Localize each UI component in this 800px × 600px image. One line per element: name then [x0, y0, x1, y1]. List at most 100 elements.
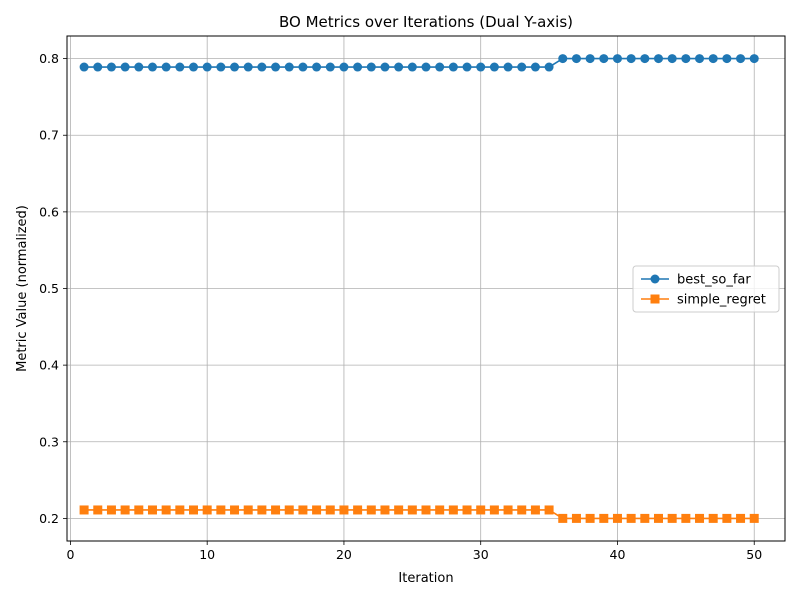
simple-regret-point	[257, 505, 267, 515]
simple-regret-point	[298, 505, 308, 515]
best-so-far-point	[79, 62, 89, 72]
best-so-far-point	[626, 54, 636, 64]
simple-regret-point	[106, 505, 116, 515]
best-so-far-point	[544, 62, 554, 72]
best-so-far-point	[230, 62, 240, 72]
x-tick-label: 30	[473, 547, 489, 562]
simple-regret-point	[667, 513, 677, 523]
simple-regret-point	[353, 505, 363, 515]
simple-regret-point	[489, 505, 499, 515]
legend-item-simple-regret: simple_regret	[641, 293, 766, 308]
simple-regret-point	[640, 513, 650, 523]
best-so-far-point	[216, 62, 226, 72]
y-tick-label: 0.2	[39, 511, 59, 526]
best-so-far-point	[243, 62, 253, 72]
best-so-far-point	[298, 62, 308, 72]
simple-regret-point	[448, 505, 458, 515]
x-axis-label: Iteration	[398, 571, 453, 586]
simple-regret-point	[544, 505, 554, 515]
best-so-far-point	[736, 54, 746, 64]
legend-swatch-marker	[650, 294, 660, 304]
best-so-far-point	[284, 62, 294, 72]
x-tick-label: 10	[199, 547, 215, 562]
simple-regret-point	[558, 513, 568, 523]
y-axis-label: Metric Value (normalized)	[15, 205, 30, 372]
axis-ticks: 0 10 20 30 40 50 0.2 0.3 0.4 0.5 0.6 0.7 0.8	[39, 51, 762, 562]
best-so-far-point	[503, 62, 513, 72]
best-so-far-point	[120, 62, 130, 72]
best-so-far-point	[476, 62, 486, 72]
y-tick-label: 0.7	[39, 128, 59, 143]
best-so-far-point	[558, 54, 568, 64]
best-so-far-point	[585, 54, 595, 64]
best-so-far-point	[489, 62, 499, 72]
simple-regret-point	[380, 505, 390, 515]
best-so-far-point	[366, 62, 376, 72]
simple-regret-point	[189, 505, 199, 515]
simple-regret-point	[325, 505, 335, 515]
best-so-far-point	[257, 62, 267, 72]
best-so-far-point	[106, 62, 116, 72]
simple-regret-point	[230, 505, 240, 515]
simple-regret-point	[243, 505, 253, 515]
simple-regret-point	[284, 505, 294, 515]
simple-regret-point	[175, 505, 185, 515]
best-so-far-point	[312, 62, 322, 72]
simple-regret-point	[585, 513, 595, 523]
best-so-far-point	[435, 62, 445, 72]
best-so-far-point	[612, 54, 622, 64]
simple-regret-point	[407, 505, 417, 515]
simple-regret-point	[312, 505, 322, 515]
legend-item-best-so-far: best_so_far	[641, 273, 751, 288]
best-so-far-point	[394, 62, 404, 72]
simple-regret-point	[736, 513, 746, 523]
best-so-far-point	[681, 54, 691, 64]
best-so-far-point	[93, 62, 103, 72]
best-so-far-point	[448, 62, 458, 72]
y-tick-label: 0.4	[39, 358, 59, 373]
simple-regret-point	[161, 505, 171, 515]
legend: best_so_far simple_regret	[632, 265, 780, 313]
simple-regret-point	[462, 505, 472, 515]
simple-regret-point	[271, 505, 281, 515]
x-tick-label: 20	[336, 547, 352, 562]
simple-regret-point	[571, 513, 581, 523]
best-so-far-point	[462, 62, 472, 72]
simple-regret-point	[394, 505, 404, 515]
simple-regret-point	[503, 505, 513, 515]
simple-regret-point	[339, 505, 349, 515]
best-so-far-point	[147, 62, 157, 72]
best-so-far-point	[353, 62, 363, 72]
x-tick-label: 40	[610, 547, 626, 562]
best-so-far-point	[325, 62, 335, 72]
best-so-far-point	[708, 54, 718, 64]
simple-regret-point	[695, 513, 705, 523]
simple-regret-point	[435, 505, 445, 515]
simple-regret-point	[599, 513, 609, 523]
best-so-far-point	[339, 62, 349, 72]
best-so-far-point	[695, 54, 705, 64]
simple-regret-point	[708, 513, 718, 523]
y-tick-label: 0.5	[39, 281, 59, 296]
legend-swatch-marker	[650, 274, 660, 284]
x-tick-label: 50	[746, 547, 762, 562]
best-so-far-point	[421, 62, 431, 72]
legend-box	[632, 265, 780, 313]
y-tick-label: 0.8	[39, 51, 59, 66]
simple-regret-point	[722, 513, 732, 523]
best-so-far-point	[271, 62, 281, 72]
best-so-far-point	[749, 54, 759, 64]
series-layer	[79, 54, 759, 523]
best-so-far-point	[653, 54, 663, 64]
simple-regret-point	[653, 513, 663, 523]
simple-regret-point	[93, 505, 103, 515]
best-so-far-point	[380, 62, 390, 72]
simple-regret-point	[476, 505, 486, 515]
simple-regret-point	[626, 513, 636, 523]
simple-regret-point	[366, 505, 376, 515]
best-so-far-point	[722, 54, 732, 64]
simple-regret-point	[612, 513, 622, 523]
best-so-far-point	[407, 62, 417, 72]
